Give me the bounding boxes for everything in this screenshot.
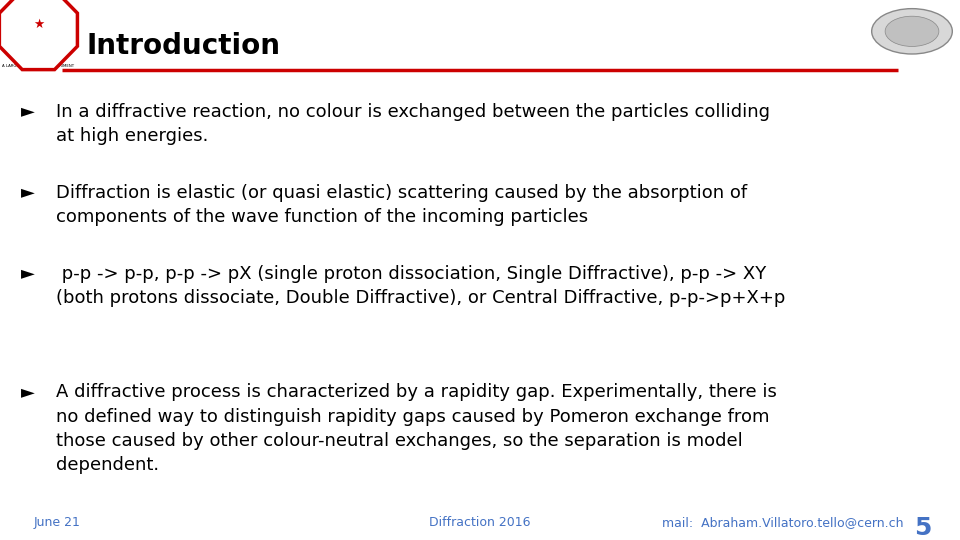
- Text: Introduction: Introduction: [86, 32, 280, 60]
- Text: Diffraction 2016: Diffraction 2016: [429, 516, 531, 529]
- Text: A LARGE ION COLLIDER EXPERIMENT: A LARGE ION COLLIDER EXPERIMENT: [2, 64, 75, 68]
- Text: In a diffractive reaction, no colour is exchanged between the particles collidin: In a diffractive reaction, no colour is …: [56, 103, 770, 145]
- Text: ALICE: ALICE: [26, 58, 51, 67]
- Circle shape: [872, 9, 952, 54]
- Circle shape: [885, 16, 939, 46]
- Text: p-p -> p-p, p-p -> pX (single proton dissociation, Single Diffractive), p-p -> X: p-p -> p-p, p-p -> pX (single proton dis…: [56, 265, 785, 307]
- Text: 5: 5: [914, 516, 931, 539]
- Text: ★: ★: [33, 18, 44, 31]
- Polygon shape: [0, 0, 78, 70]
- Text: June 21: June 21: [34, 516, 81, 529]
- Text: Diffraction is elastic (or quasi elastic) scattering caused by the absorption of: Diffraction is elastic (or quasi elastic…: [56, 184, 747, 226]
- Text: A diffractive process is characterized by a rapidity gap. Experimentally, there : A diffractive process is characterized b…: [56, 383, 777, 474]
- Text: ►: ►: [21, 265, 35, 282]
- Text: ►: ►: [21, 103, 35, 120]
- Text: ►: ►: [21, 383, 35, 401]
- Text: mail:  Abraham.Villatoro.tello@cern.ch: mail: Abraham.Villatoro.tello@cern.ch: [662, 516, 904, 529]
- Text: ►: ►: [21, 184, 35, 201]
